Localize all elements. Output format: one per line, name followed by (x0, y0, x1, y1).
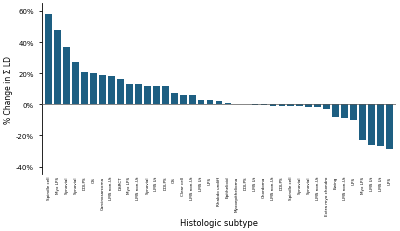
Bar (207, 100, 214, 105)
Bar (135, 85, 142, 105)
Bar (359, 105, 366, 140)
Bar (386, 105, 393, 150)
Bar (63, 48, 70, 105)
Y-axis label: % Change in Σ LD: % Change in Σ LD (4, 55, 13, 123)
Bar (278, 105, 285, 106)
Bar (108, 77, 115, 105)
Bar (54, 30, 61, 105)
Bar (117, 80, 124, 105)
Bar (81, 72, 88, 105)
Bar (153, 86, 160, 105)
Bar (288, 105, 294, 106)
Bar (234, 104, 240, 105)
Bar (171, 94, 178, 105)
Bar (180, 96, 186, 105)
Bar (368, 105, 375, 145)
Bar (144, 86, 151, 105)
Bar (260, 105, 267, 106)
Bar (270, 105, 276, 106)
Bar (72, 63, 79, 105)
Bar (126, 85, 133, 105)
Bar (162, 86, 168, 105)
Bar (332, 105, 339, 117)
Bar (216, 102, 222, 105)
Bar (377, 105, 384, 147)
Bar (45, 15, 52, 105)
Bar (225, 103, 231, 105)
Bar (341, 105, 348, 119)
Bar (252, 105, 258, 106)
Bar (323, 105, 330, 109)
Bar (306, 105, 312, 107)
Bar (314, 105, 321, 108)
Bar (90, 74, 97, 105)
Bar (189, 96, 196, 105)
Bar (99, 75, 106, 105)
Bar (198, 100, 204, 105)
X-axis label: Histologic subtype: Histologic subtype (180, 218, 258, 227)
Bar (350, 105, 357, 120)
Bar (296, 105, 303, 106)
